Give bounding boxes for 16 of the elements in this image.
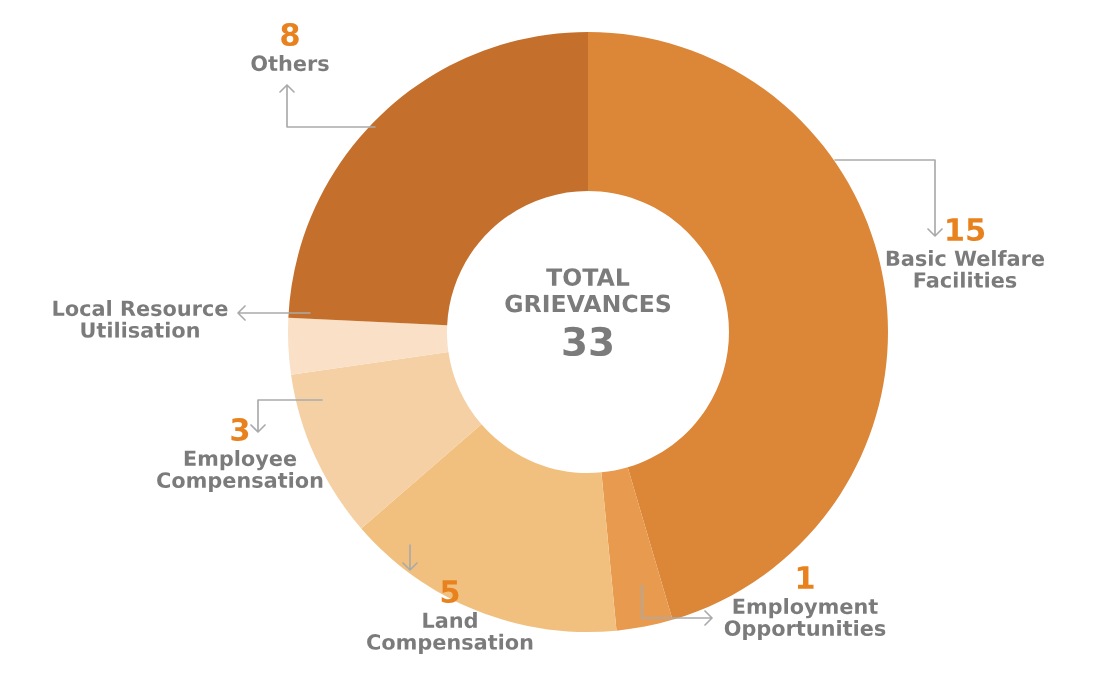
slice-label: Local Resource Utilisation — [53, 300, 228, 338]
donut-slice — [361, 424, 617, 632]
slice-label: Land Compensation — [367, 612, 533, 654]
slice-label: Employee Compensation — [157, 450, 323, 493]
slice-label: Others — [251, 55, 329, 72]
data-label: 5 — [441, 580, 459, 604]
data-label: 3 — [231, 417, 249, 442]
donut-slice — [288, 317, 449, 375]
data-label: 8 — [281, 22, 299, 47]
text: 33 — [563, 326, 612, 357]
slice-label: Basic Welfare Facilities — [886, 250, 1045, 288]
text: TOTAL GRIEVANCES — [505, 268, 671, 313]
slice-label: Employment Opportunities — [724, 598, 886, 641]
donut-slice — [601, 467, 673, 631]
data-label: 15 — [947, 218, 985, 242]
data-label: 1 — [797, 566, 814, 589]
